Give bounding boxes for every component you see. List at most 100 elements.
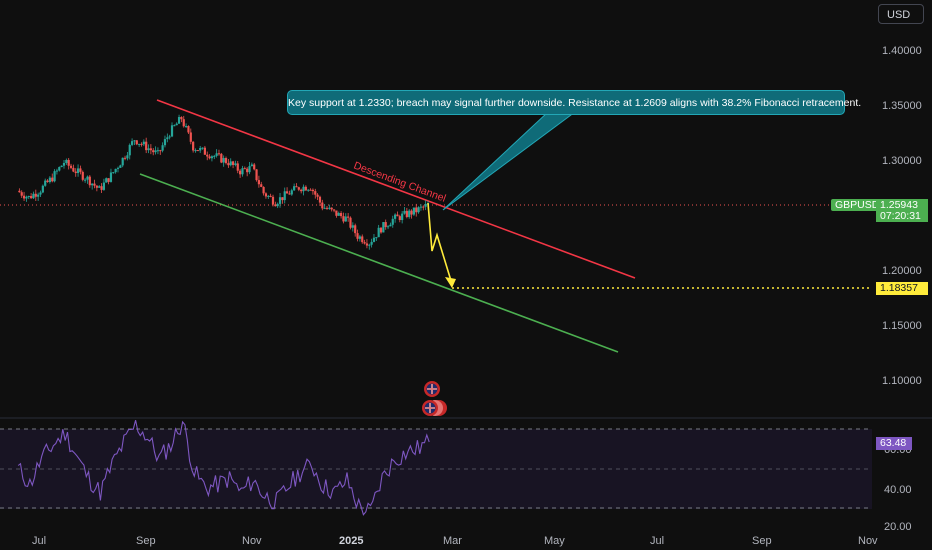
candle-body [173, 125, 176, 127]
candle-body [372, 237, 376, 242]
y-tick-label: 1.30000 [882, 155, 922, 167]
candle-body [112, 172, 115, 174]
candle-body [114, 168, 117, 173]
candle-body [91, 183, 94, 186]
rsi-tick-label: 20.00 [884, 521, 912, 533]
candle-body [382, 222, 385, 233]
candle-body [128, 144, 131, 156]
candle-body [48, 177, 51, 183]
resistance-line[interactable] [156, 99, 636, 279]
candle-body [398, 216, 401, 221]
candle-body [354, 225, 357, 234]
candle-body [293, 186, 296, 191]
candle-body [95, 185, 98, 188]
candle-body [267, 195, 270, 197]
candle-body [187, 126, 190, 133]
callout-pointer [442, 111, 577, 211]
candle-body [67, 159, 70, 166]
candle-body [351, 225, 354, 228]
candle-body [58, 167, 61, 171]
candle-body [323, 207, 326, 209]
candle-body [415, 207, 418, 213]
candle-body [196, 150, 199, 152]
candle-body [53, 171, 56, 182]
candle-body [189, 132, 192, 142]
candle-body [260, 184, 263, 187]
candle-body [159, 150, 162, 152]
candle-body [302, 186, 305, 192]
candle-body [105, 178, 108, 183]
candle-body [208, 156, 211, 159]
candle-body [199, 147, 202, 151]
candle-body [32, 193, 35, 199]
y-tick-label: 1.35000 [882, 100, 922, 112]
support-line[interactable] [139, 173, 619, 353]
candle-body [257, 180, 261, 185]
candle-body [356, 233, 359, 239]
candle-body [389, 224, 392, 227]
candle-body [107, 178, 110, 182]
candle-body [241, 168, 244, 175]
candle-body [328, 207, 331, 209]
candle-body [243, 168, 246, 170]
candle-body [121, 157, 124, 166]
candle-body [264, 193, 268, 197]
candle-body [86, 176, 89, 180]
event-marker-group[interactable] [422, 400, 447, 416]
candle-body [72, 167, 75, 172]
candle-body [140, 143, 143, 145]
candle-body [281, 197, 284, 201]
candle-body [363, 242, 366, 244]
candle-body [412, 207, 415, 215]
candle-body [98, 186, 101, 188]
candle-body [283, 191, 286, 201]
countdown-tag: 07:20:31 [876, 210, 928, 222]
candle-body [180, 117, 183, 120]
candle-body [239, 170, 242, 175]
candle-body [46, 180, 49, 183]
candle-body [384, 222, 387, 228]
x-tick-label: 2025 [339, 535, 363, 547]
candle-body [403, 210, 406, 214]
candle-body [276, 203, 279, 207]
candle-body [321, 202, 324, 209]
candle-body [130, 141, 134, 145]
candle-body [41, 185, 44, 193]
candle-body [231, 161, 235, 165]
candle-body [368, 244, 371, 246]
candle-body [93, 183, 96, 186]
candle-body [394, 214, 397, 219]
candle-body [227, 163, 230, 166]
candle-body [318, 196, 322, 203]
candle-body [100, 186, 103, 190]
candle-body [248, 166, 251, 173]
candle-body [206, 154, 209, 157]
candle-body [138, 143, 141, 145]
event-marker-top[interactable] [424, 381, 440, 397]
y-tick-label: 1.20000 [882, 265, 922, 277]
candle-body [297, 187, 300, 190]
candle-body [177, 117, 181, 124]
candle-body [102, 182, 106, 190]
candle-body [201, 147, 204, 149]
candle-body [116, 167, 120, 169]
candle-body [55, 170, 59, 172]
currency-button[interactable]: USD [878, 4, 924, 24]
candle-body [347, 216, 350, 218]
candle-body [185, 126, 188, 128]
candle-body [325, 207, 329, 209]
candle-body [109, 172, 113, 182]
candle-body [307, 189, 310, 191]
y-tick-label: 1.10000 [882, 375, 922, 387]
candle-body [81, 171, 84, 180]
candle-body [339, 213, 343, 217]
symbol-tag: GBPUSD [831, 199, 884, 211]
x-tick-label: Mar [443, 535, 462, 547]
candle-body [210, 156, 214, 159]
candle-body [39, 192, 42, 195]
candle-body [337, 213, 340, 216]
candle-body [344, 216, 347, 222]
candle-body [410, 210, 413, 215]
candle-body [220, 153, 223, 163]
